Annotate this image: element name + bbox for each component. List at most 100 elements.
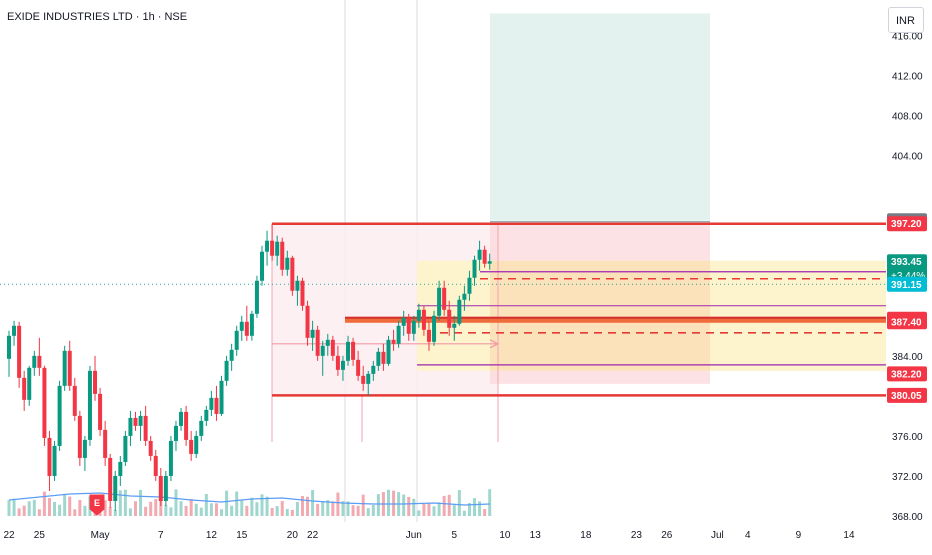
- candle-body: [482, 249, 487, 264]
- candle-body: [381, 351, 386, 364]
- volume-bar: [422, 503, 426, 516]
- volume-bar: [306, 496, 310, 516]
- y-tick-label: 384.00: [892, 352, 923, 363]
- volume-bar: [250, 497, 254, 516]
- candle-body: [346, 341, 351, 361]
- volume-bar: [467, 503, 471, 516]
- candle-body: [265, 240, 270, 252]
- candle-body: [153, 455, 158, 476]
- volume-bar: [214, 503, 218, 516]
- price-label: 391.15: [887, 276, 927, 292]
- volume-bar: [275, 506, 279, 516]
- candle-body: [376, 351, 381, 366]
- volume-bar: [154, 498, 158, 516]
- volume-bar: [295, 501, 299, 516]
- earnings-badge[interactable]: [89, 494, 105, 516]
- price-label-value: 397.20: [891, 219, 922, 230]
- candle-body: [391, 339, 396, 344]
- volume-bar: [17, 508, 21, 516]
- earnings-marker[interactable]: E: [89, 494, 105, 516]
- candle-body: [42, 367, 47, 438]
- candle-body: [229, 349, 234, 361]
- volume-bar: [427, 503, 431, 516]
- candle-body: [72, 385, 77, 416]
- volume-bar: [387, 489, 390, 516]
- x-tick-label: 10: [499, 530, 511, 541]
- volume-bar: [164, 504, 168, 516]
- candle-body: [82, 439, 87, 458]
- volume-bar: [174, 489, 178, 516]
- candle-body: [351, 341, 356, 360]
- volume-bar: [316, 503, 320, 516]
- price-label-value: 393.45: [891, 257, 922, 268]
- candle-body: [184, 411, 189, 440]
- candle-body: [340, 360, 345, 370]
- y-tick-label: 368.00: [892, 512, 923, 523]
- volume-bar: [356, 505, 360, 516]
- x-tick-label: 22: [307, 530, 319, 541]
- candle-body: [416, 309, 421, 321]
- volume-bar: [128, 508, 132, 516]
- candle-body: [103, 429, 108, 458]
- candle-body: [239, 321, 244, 331]
- volume-bar: [184, 505, 188, 516]
- volume-bar: [245, 505, 249, 516]
- volume-bar: [483, 509, 487, 516]
- volume-bar: [442, 495, 446, 516]
- x-tick-label: 23: [631, 530, 643, 541]
- candle-body: [487, 261, 492, 264]
- candle-body: [325, 339, 330, 346]
- candle-body: [371, 365, 376, 374]
- x-tick-label: 18: [580, 530, 592, 541]
- time-axis[interactable]: [0, 522, 886, 550]
- x-tick-label: 15: [236, 530, 248, 541]
- volume-bar: [169, 507, 173, 516]
- volume-bar: [366, 508, 370, 516]
- volume-bar: [336, 492, 340, 516]
- candle-body: [260, 251, 264, 281]
- candle-body: [37, 355, 42, 368]
- volume-bar: [432, 506, 436, 516]
- candle-body: [87, 370, 92, 440]
- candle-body: [224, 360, 229, 381]
- volume-bar: [473, 498, 477, 516]
- volume-bar: [478, 501, 482, 516]
- thick-level: [345, 316, 886, 323]
- volume-bar: [103, 500, 107, 516]
- volume-bar: [488, 489, 492, 516]
- candle-body: [209, 397, 214, 410]
- currency-selector[interactable]: INR: [888, 7, 924, 33]
- candle-body: [249, 313, 254, 336]
- volume-bar: [285, 509, 289, 516]
- volume-bar: [113, 509, 117, 516]
- candle-body: [62, 350, 67, 386]
- volume-bar: [270, 508, 274, 516]
- volume-bar: [351, 505, 355, 516]
- volume-bar: [159, 496, 163, 516]
- price-label: 393.45 +3.44%: [887, 254, 927, 285]
- candle-body: [123, 435, 128, 462]
- target-zone: [490, 13, 710, 221]
- volume-bar: [417, 510, 421, 516]
- candle-body: [173, 425, 178, 441]
- chart-title: EXIDE INDUSTRIES LTD · 1h · NSE: [7, 11, 188, 23]
- volume-bar: [12, 498, 16, 516]
- candle-body: [254, 280, 259, 314]
- candle-body: [396, 325, 401, 344]
- candle-body: [143, 415, 148, 441]
- candle-body: [452, 323, 457, 328]
- candle-body: [305, 305, 310, 338]
- candle-body: [108, 457, 113, 501]
- volume-bar: [407, 496, 411, 516]
- candle-body: [27, 367, 32, 400]
- x-tick-label: Jul: [711, 530, 724, 541]
- candle-body: [477, 249, 482, 260]
- volume-bar: [346, 501, 350, 516]
- candle-body: [244, 321, 249, 336]
- candle-body: [138, 415, 143, 426]
- candle-body: [57, 385, 62, 446]
- candle-body: [128, 417, 133, 436]
- volume-bar: [189, 498, 193, 516]
